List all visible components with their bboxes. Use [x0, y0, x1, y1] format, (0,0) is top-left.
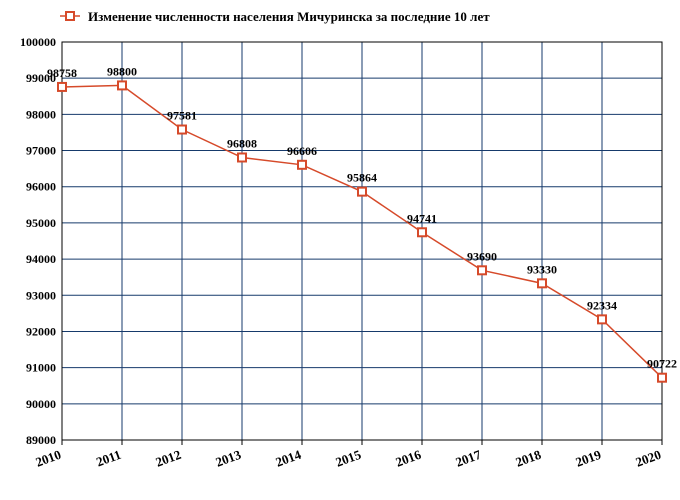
data-label: 97581 [167, 109, 197, 123]
data-marker [358, 188, 366, 196]
data-label: 96808 [227, 136, 257, 150]
data-marker [178, 126, 186, 134]
y-tick-label: 96000 [26, 180, 56, 194]
data-label: 92334 [587, 298, 617, 312]
data-label: 96606 [287, 144, 317, 158]
y-tick-label: 100000 [20, 35, 56, 49]
data-label: 93330 [527, 262, 557, 276]
y-tick-label: 89000 [26, 433, 56, 447]
y-tick-label: 94000 [26, 252, 56, 266]
y-tick-label: 91000 [26, 361, 56, 375]
data-marker [478, 266, 486, 274]
data-label: 95864 [347, 171, 377, 185]
data-marker [658, 374, 666, 382]
data-label: 98800 [107, 64, 137, 78]
data-label: 98758 [47, 66, 77, 80]
y-tick-label: 90000 [26, 397, 56, 411]
population-line-chart: 89000 90000 91000 92000 93000 94000 95000 96000… [0, 0, 680, 500]
data-marker [418, 228, 426, 236]
y-tick-label: 97000 [26, 144, 56, 158]
data-marker [238, 153, 246, 161]
data-marker [598, 315, 606, 323]
legend-text: Изменение численности населения Мичуринс… [88, 9, 490, 24]
legend-marker-icon [66, 12, 74, 20]
legend: Изменение численности населения Мичуринс… [60, 9, 490, 24]
data-marker [298, 161, 306, 169]
data-marker [118, 81, 126, 89]
y-tick-label: 98000 [26, 107, 56, 121]
data-label: 93690 [467, 249, 497, 263]
data-marker [58, 83, 66, 91]
data-label: 90722 [647, 357, 677, 371]
y-tick-label: 92000 [26, 324, 56, 338]
data-label: 94741 [407, 211, 437, 225]
y-tick-label: 95000 [26, 216, 56, 230]
y-tick-label: 93000 [26, 288, 56, 302]
data-marker [538, 279, 546, 287]
